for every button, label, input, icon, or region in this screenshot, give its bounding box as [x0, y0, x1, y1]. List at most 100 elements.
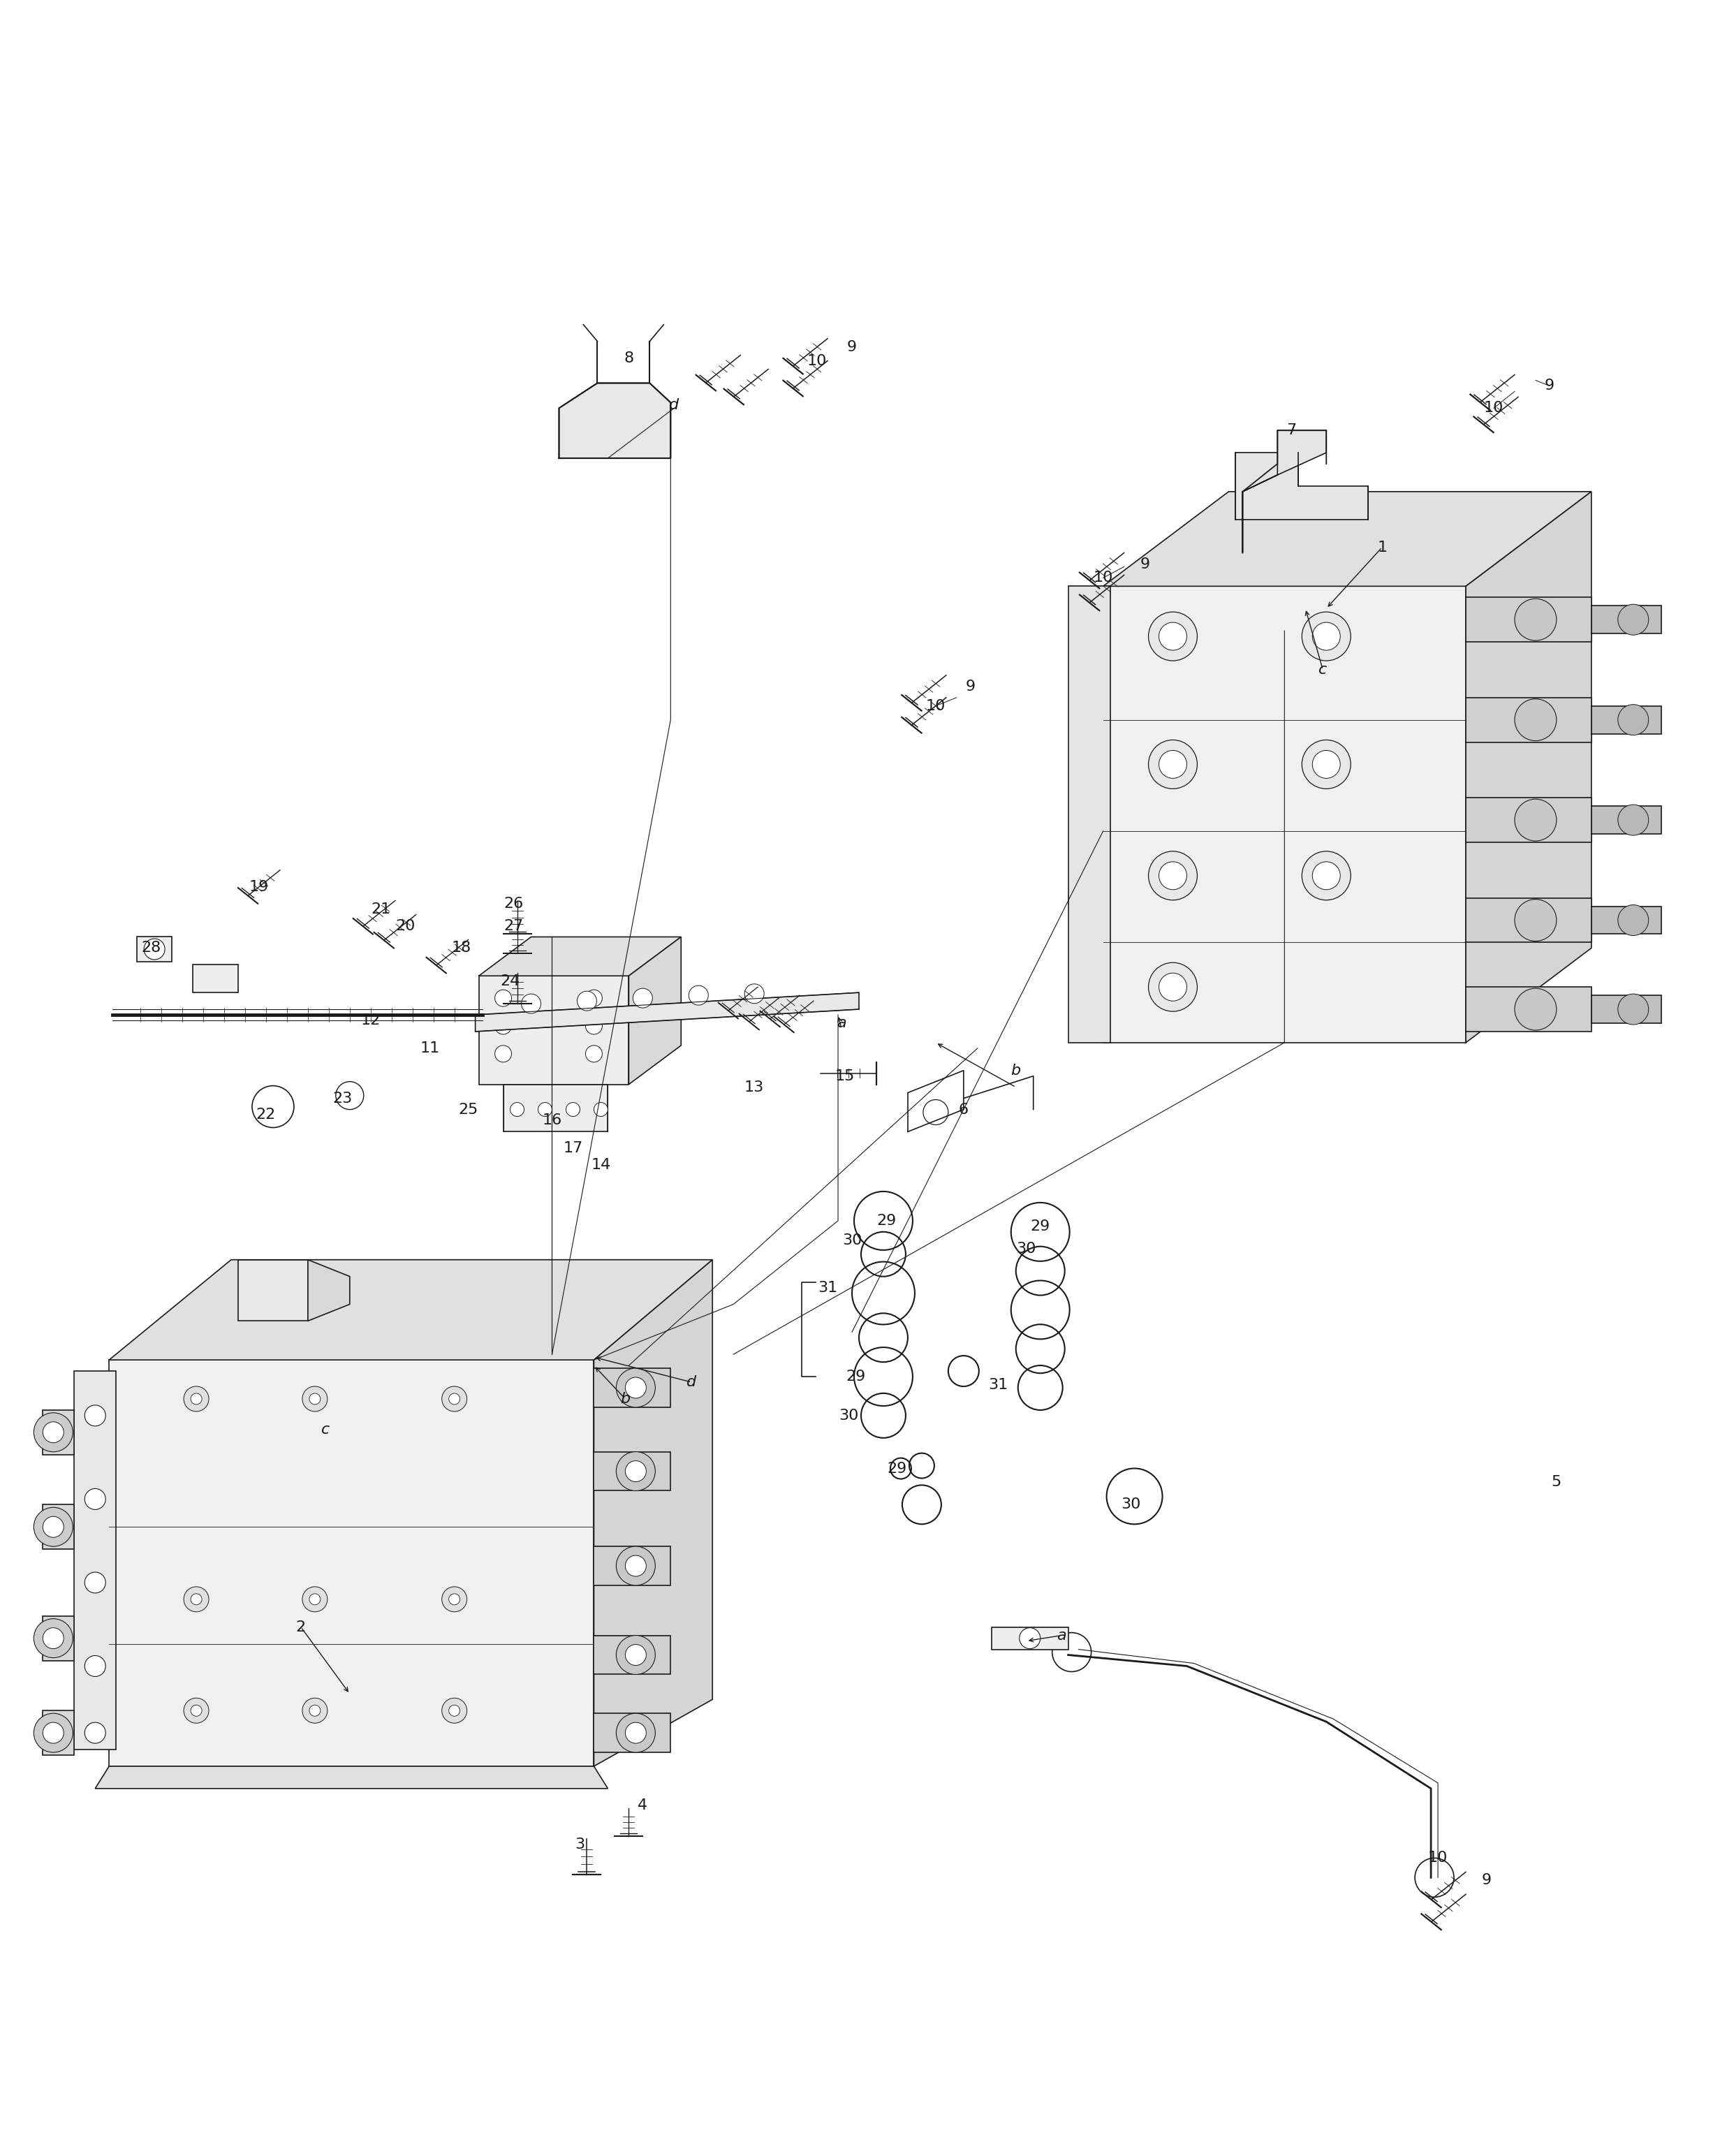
Text: 8: 8 [624, 351, 633, 364]
Text: 4: 4 [638, 1798, 648, 1813]
Circle shape [626, 1554, 647, 1576]
Circle shape [1515, 800, 1557, 841]
Circle shape [191, 1593, 201, 1604]
Polygon shape [1068, 586, 1109, 1044]
Polygon shape [593, 1546, 671, 1585]
Text: 27: 27 [504, 918, 523, 934]
Text: 24: 24 [501, 975, 519, 987]
Circle shape [626, 1378, 647, 1399]
Circle shape [616, 1451, 655, 1490]
Polygon shape [1465, 798, 1591, 843]
Circle shape [84, 1406, 105, 1425]
Circle shape [585, 990, 602, 1007]
Text: c: c [1319, 662, 1328, 677]
Circle shape [84, 1572, 105, 1593]
Circle shape [593, 1102, 607, 1117]
Circle shape [1302, 852, 1350, 899]
Text: b: b [621, 1393, 630, 1406]
Circle shape [1312, 750, 1340, 778]
Polygon shape [43, 1410, 74, 1455]
Circle shape [84, 1656, 105, 1677]
Polygon shape [1465, 897, 1591, 942]
Circle shape [34, 1507, 72, 1546]
Text: 30: 30 [843, 1233, 862, 1246]
Circle shape [495, 990, 511, 1007]
Circle shape [538, 1102, 552, 1117]
Circle shape [442, 1587, 466, 1613]
Circle shape [1515, 599, 1557, 640]
Polygon shape [1591, 806, 1662, 834]
Text: 28: 28 [141, 940, 160, 955]
Text: 1: 1 [1378, 541, 1386, 554]
Polygon shape [630, 938, 681, 1084]
Text: 18: 18 [451, 940, 471, 955]
Text: c: c [322, 1423, 330, 1436]
Text: 21: 21 [372, 901, 390, 916]
Polygon shape [43, 1710, 74, 1755]
Circle shape [626, 1723, 647, 1744]
Text: 7: 7 [1287, 423, 1297, 438]
Polygon shape [1465, 699, 1591, 742]
Polygon shape [593, 1259, 712, 1766]
Circle shape [43, 1628, 64, 1649]
Circle shape [1053, 1632, 1090, 1671]
Circle shape [310, 1593, 320, 1604]
Circle shape [34, 1619, 72, 1658]
Polygon shape [991, 1628, 1068, 1649]
Polygon shape [43, 1617, 74, 1660]
Text: 29: 29 [888, 1462, 906, 1475]
Polygon shape [138, 938, 172, 962]
Circle shape [745, 983, 764, 1003]
Polygon shape [478, 977, 630, 1084]
Circle shape [511, 1102, 525, 1117]
Circle shape [1159, 972, 1187, 1000]
Text: 10: 10 [807, 354, 827, 369]
Text: 6: 6 [958, 1102, 968, 1117]
Circle shape [1619, 604, 1648, 636]
Circle shape [449, 1593, 459, 1604]
Text: 29: 29 [1030, 1220, 1051, 1233]
Polygon shape [1465, 597, 1591, 642]
Polygon shape [108, 1259, 712, 1360]
Text: 5: 5 [1551, 1475, 1562, 1490]
Circle shape [924, 1100, 948, 1125]
Text: 3: 3 [574, 1837, 585, 1852]
Text: 30: 30 [1017, 1242, 1035, 1255]
Polygon shape [1591, 996, 1662, 1024]
Text: 30: 30 [839, 1408, 858, 1423]
Circle shape [1515, 899, 1557, 942]
Circle shape [585, 1046, 602, 1063]
Polygon shape [108, 1360, 593, 1766]
Circle shape [1302, 740, 1350, 789]
Circle shape [626, 1645, 647, 1664]
Circle shape [442, 1699, 466, 1723]
Circle shape [34, 1714, 72, 1753]
Text: 29: 29 [846, 1369, 865, 1384]
Circle shape [585, 1018, 602, 1035]
Text: 9: 9 [846, 341, 857, 354]
Circle shape [1312, 862, 1340, 890]
Text: 10: 10 [1484, 401, 1503, 416]
Circle shape [1416, 1858, 1453, 1897]
Circle shape [1619, 804, 1648, 834]
Text: b: b [1011, 1063, 1022, 1078]
Text: 25: 25 [459, 1102, 478, 1117]
Polygon shape [1103, 492, 1591, 586]
Circle shape [43, 1723, 64, 1744]
Circle shape [191, 1705, 201, 1716]
Circle shape [184, 1699, 208, 1723]
Text: 12: 12 [361, 1013, 380, 1028]
Circle shape [578, 992, 597, 1011]
Circle shape [1149, 740, 1197, 789]
Polygon shape [1591, 606, 1662, 634]
Text: 15: 15 [836, 1069, 855, 1082]
Circle shape [303, 1386, 327, 1412]
Circle shape [688, 985, 709, 1005]
Text: d: d [669, 399, 679, 412]
Circle shape [449, 1393, 459, 1404]
Text: 14: 14 [592, 1158, 611, 1173]
Text: 19: 19 [249, 880, 268, 895]
Polygon shape [593, 1636, 671, 1675]
Text: 9: 9 [1140, 556, 1151, 571]
Text: 10: 10 [925, 699, 946, 714]
